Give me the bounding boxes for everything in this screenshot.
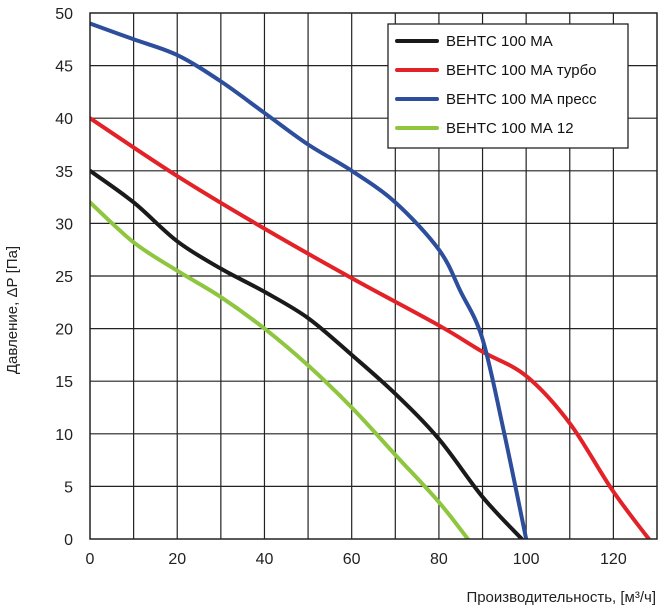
tick-labels: 0 20 40 60 80 100 120 0 5 10 15 20 25 30 35 40 45 50 (55, 6, 627, 568)
series-line-2 (90, 116, 652, 539)
y-tick-label: 25 (55, 269, 73, 286)
series-line-4 (90, 200, 471, 539)
x-tick-label: 20 (168, 551, 186, 568)
x-tick-label: 60 (343, 551, 361, 568)
y-tick-label: 50 (55, 6, 73, 23)
legend-label: ВЕНТС 100 МА пресс (446, 91, 597, 108)
y-tick-label: 30 (55, 216, 73, 233)
y-tick-label: 5 (64, 479, 73, 496)
x-tick-label: 40 (256, 551, 274, 568)
series-lines (90, 21, 652, 539)
y-tick-label: 10 (55, 427, 73, 444)
y-tick-label: 35 (55, 164, 73, 181)
legend-label: ВЕНТС 100 МА турбо (446, 62, 597, 79)
y-tick-label: 45 (55, 59, 73, 76)
legend-label: ВЕНТС 100 МА 12 (446, 120, 574, 137)
legend-label: ВЕНТС 100 МА (446, 33, 553, 50)
legend: ВЕНТС 100 МА ВЕНТС 100 МА турбо ВЕНТС 100 … (387, 23, 629, 149)
series-line-3 (90, 21, 529, 539)
y-tick-label: 20 (55, 322, 73, 339)
y-tick-label: 40 (55, 111, 73, 128)
y-axis-label: Давление, ΔР [Па] (4, 246, 21, 374)
y-tick-label: 0 (64, 532, 73, 549)
x-axis-label: Производительность, [м³/ч] (466, 589, 656, 606)
x-tick-label: 80 (430, 551, 448, 568)
plot-frame (89, 12, 658, 540)
y-tick-label: 15 (55, 374, 73, 391)
series-line-1 (90, 168, 524, 539)
x-tick-label: 0 (86, 551, 95, 568)
x-tick-label: 100 (513, 551, 540, 568)
x-tick-label: 120 (600, 551, 627, 568)
